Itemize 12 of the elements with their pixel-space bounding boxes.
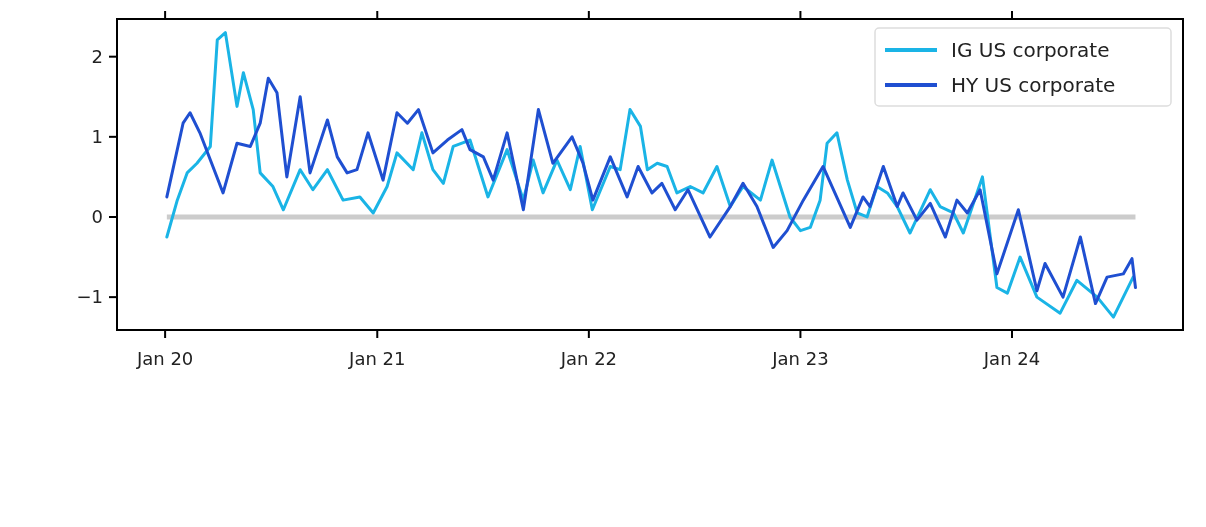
y-tick-label: −1 (76, 286, 103, 308)
legend-label: IG US corporate (951, 38, 1110, 62)
x-tick-label: Jan 22 (559, 348, 618, 369)
legend-label: HY US corporate (951, 73, 1116, 97)
x-tick-label: Jan 24 (982, 348, 1041, 369)
x-tick-label: Jan 23 (771, 348, 829, 369)
x-tick-label: Jan 21 (348, 348, 406, 369)
y-tick-label: 2 (91, 45, 103, 67)
line-series (165, 76, 1137, 306)
y-tick-label: 0 (91, 205, 103, 227)
x-tick-label: Jan 20 (135, 348, 194, 369)
y-tick-label: 1 (91, 125, 103, 147)
